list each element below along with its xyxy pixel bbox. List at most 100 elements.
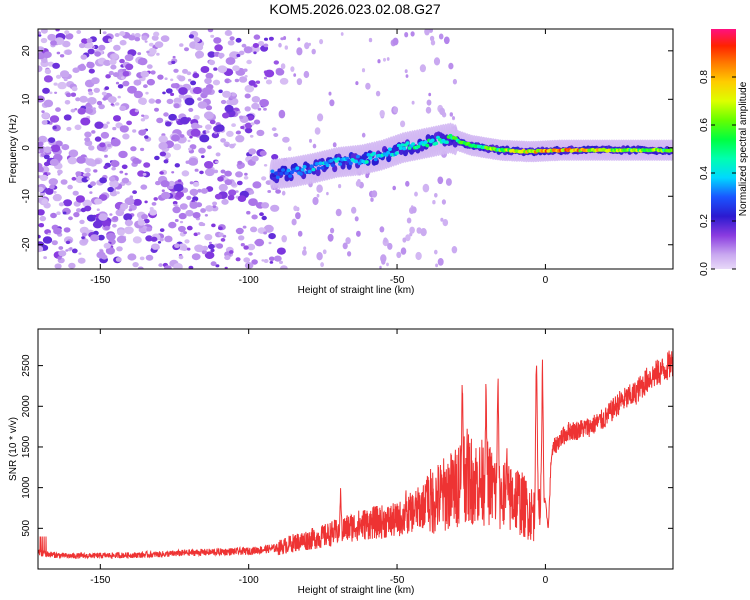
heatmap-cell [160, 180, 170, 188]
heatmap-cell [72, 67, 80, 73]
heatmap-cell [281, 168, 286, 172]
heatmap-cell [345, 237, 351, 245]
heatmap-cell [224, 170, 232, 177]
heatmap-cell [74, 108, 78, 111]
heatmap-cell [193, 37, 201, 43]
heatmap-cell [379, 265, 382, 269]
heatmap-cell [414, 191, 418, 197]
heatmap-cell [114, 102, 120, 106]
heatmap-cell [160, 35, 170, 42]
heatmap-cell [187, 139, 191, 143]
heatmap-cell [434, 249, 438, 255]
heatmap-cell [98, 213, 108, 221]
heatmap-cell [277, 168, 282, 172]
heatmap-cell [107, 96, 117, 104]
heatmap-cell [64, 30, 70, 35]
heatmap-cell [143, 162, 151, 168]
heatmap-cell [244, 172, 248, 176]
heatmap-cell [264, 69, 275, 78]
heatmap-cell [205, 130, 210, 134]
heatmap-cell [112, 72, 120, 78]
heatmap-cell [440, 217, 444, 222]
heatmap-cell [240, 243, 245, 247]
heatmap-cell [258, 41, 265, 46]
heatmap-cell [63, 199, 73, 207]
snr-x-ticks: -150 -100 -50 0 [90, 329, 549, 586]
heatmap-cell [84, 167, 91, 173]
heatmap-cell [124, 54, 134, 62]
heatmap-cell [141, 114, 145, 117]
heatmap-cell [252, 181, 262, 189]
x-tick-label: -150 [90, 575, 110, 586]
heatmap-cell [173, 143, 182, 151]
heatmap-cell [98, 194, 108, 201]
heatmap-cell [113, 115, 121, 122]
heatmap-cell [355, 154, 360, 159]
heatmap-cell [43, 51, 52, 58]
heatmap-cell [214, 131, 218, 135]
heatmap-cell [411, 142, 416, 146]
heatmap-cell [410, 31, 415, 37]
heatmap-cell [402, 146, 407, 151]
heatmap-cell [217, 176, 224, 182]
heatmap-cell [237, 195, 247, 203]
spectrogram-frame [37, 28, 674, 270]
heatmap-cell [153, 31, 160, 37]
heatmap-cell [237, 160, 243, 165]
heatmap-cell [252, 43, 259, 48]
heatmap-cell [189, 188, 199, 196]
heatmap-cell [183, 231, 188, 235]
y-tick-label: 20 [21, 45, 32, 57]
heatmap-cell [197, 101, 208, 109]
heatmap-cell [396, 251, 402, 259]
heatmap-cell [257, 107, 262, 111]
heatmap-cell [58, 250, 67, 257]
heatmap-cell [145, 254, 154, 261]
heatmap-cell [405, 234, 411, 242]
heatmap-cell [158, 135, 168, 144]
colorbar-tick-label: 0.6 [699, 118, 710, 132]
heatmap-cell [191, 253, 201, 261]
heatmap-cell [119, 125, 129, 133]
heatmap-cell [244, 122, 253, 129]
heatmap-cell [231, 92, 237, 97]
heatmap-cell [172, 201, 178, 205]
colorbar-label: Normalized spectral amplitude [738, 81, 749, 216]
heatmap-cell [72, 190, 79, 196]
heatmap-cell [148, 42, 154, 47]
heatmap-cell [43, 75, 53, 83]
heatmap-cell [117, 84, 124, 89]
heatmap-cell [47, 33, 57, 41]
heatmap-cell [164, 77, 168, 80]
heatmap-cell [225, 144, 229, 148]
heatmap-cell [132, 190, 137, 195]
heatmap-cell [38, 149, 41, 153]
heatmap-cell [51, 240, 58, 246]
snr-y-axis-label: SNR (10 * v/v) [8, 417, 19, 481]
snr-y-ticks: 500 1000 1500 2000 2500 [21, 354, 673, 537]
heatmap-cell [302, 164, 307, 169]
heatmap-cell [347, 251, 352, 257]
heatmap-cell [325, 163, 330, 167]
heatmap-cell [320, 166, 325, 170]
heatmap-cell [104, 154, 108, 158]
heatmap-cell [124, 226, 134, 235]
heatmap-cell [332, 142, 337, 148]
heatmap-cell [140, 118, 146, 122]
heatmap-cell [194, 168, 199, 172]
heatmap-cell [375, 90, 381, 97]
heatmap-cell [68, 262, 76, 269]
heatmap-cell [84, 131, 92, 138]
y-tick-label: 2500 [21, 354, 32, 377]
heatmap-cell [279, 171, 284, 176]
heatmap-cell [204, 234, 213, 241]
heatmap-cell [204, 251, 215, 259]
heatmap-cell [39, 215, 47, 222]
heatmap-cell [248, 252, 253, 256]
heatmap-cell [124, 219, 133, 227]
heatmap-cell [128, 208, 133, 212]
heatmap-cell [60, 179, 68, 185]
heatmap-cell [186, 195, 192, 200]
heatmap-cell [53, 82, 58, 86]
heatmap-cell [74, 124, 82, 131]
